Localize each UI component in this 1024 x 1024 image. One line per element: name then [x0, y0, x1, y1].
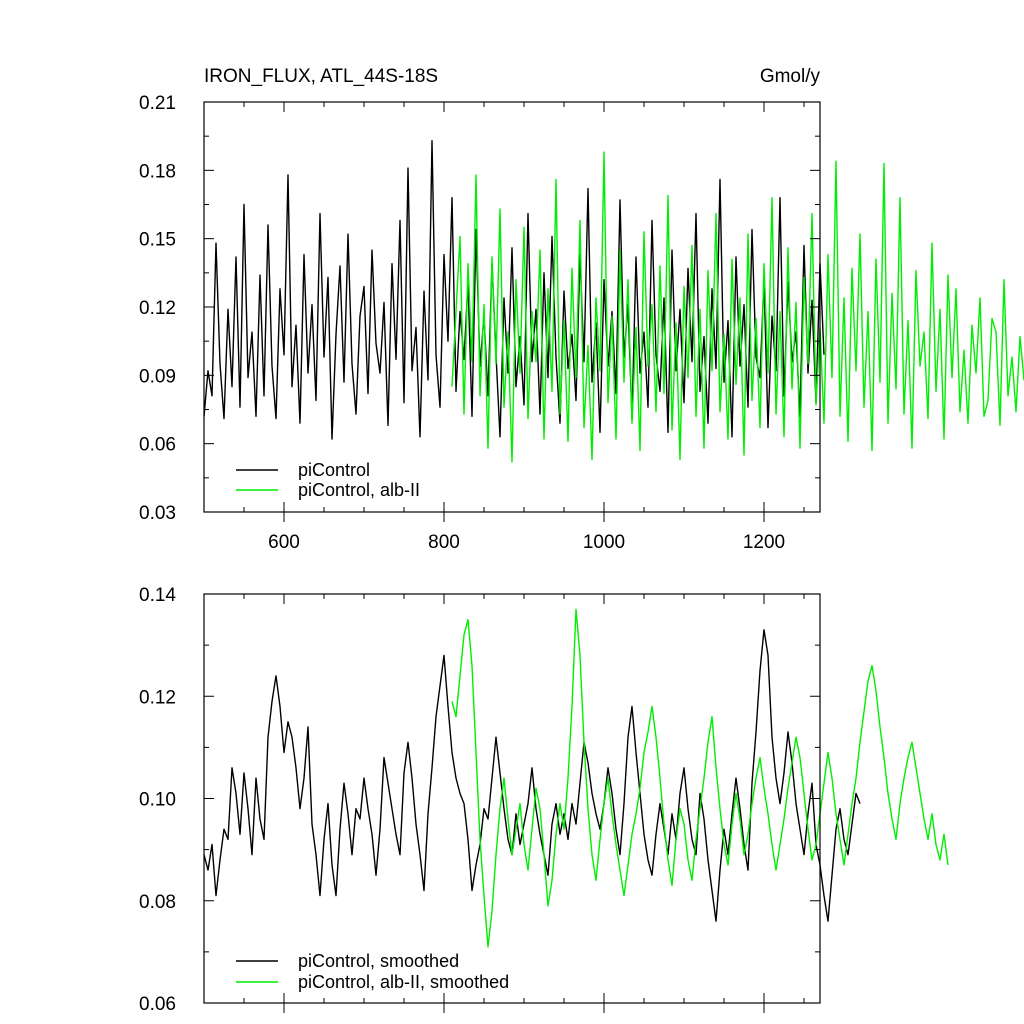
top-x-tick-label: 600 — [268, 532, 300, 553]
top-series-line-1 — [451, 151, 1024, 463]
top-y-tick-label: 0.03 — [139, 503, 176, 524]
legend-label-picontrol-smoothed: piControl, smoothed — [298, 951, 459, 971]
bottom-y-tick-label: 0.14 — [139, 585, 176, 606]
bottom-series-group — [203, 608, 949, 948]
top-y-tick-label: 0.15 — [139, 230, 176, 251]
top-y-tick-label: 0.18 — [139, 161, 176, 182]
legend-label-alb-smoothed: piControl, alb-II, smoothed — [298, 972, 509, 992]
top-y-tick-label: 0.12 — [139, 298, 176, 319]
bottom-axes: 0.06 0.08 0.10 0.12 0.14 — [139, 585, 820, 1015]
bottom-y-tick-label: 0.10 — [139, 790, 176, 811]
top-axes: 600 800 1000 1200 0.03 0.06 0.09 0.12 0.15 0.18 0.… — [139, 93, 820, 553]
bottom-legend: piControl, smoothed piControl, alb-II, s… — [236, 951, 509, 992]
top-x-tick-label: 1000 — [583, 532, 625, 553]
bottom-plot-frame — [203, 593, 821, 1004]
bottom-y-tick-label: 0.12 — [139, 687, 176, 708]
top-x-tick-label: 1200 — [743, 532, 785, 553]
legend-label-picontrol: piControl — [298, 460, 370, 480]
top-plot-frame — [203, 101, 821, 513]
bottom-y-tick-label: 0.08 — [139, 892, 176, 913]
top-y-tick-label: 0.09 — [139, 366, 176, 387]
legend-label-alb: piControl, alb-II — [298, 480, 420, 500]
bottom-series-line-1 — [451, 608, 949, 948]
top-panel: IRON_FLUX, ATL_44S-18S Gmol/y 600 800 1000… — [139, 66, 1024, 553]
units-label: Gmol/y — [760, 66, 821, 87]
top-x-tick-label: 800 — [428, 532, 460, 553]
top-series-group — [203, 139, 1024, 463]
bottom-y-tick-label: 0.06 — [139, 994, 176, 1015]
chart-title: IRON_FLUX, ATL_44S-18S — [204, 66, 438, 87]
top-y-tick-label: 0.21 — [139, 93, 176, 114]
top-y-tick-label: 0.06 — [139, 435, 176, 456]
top-legend: piControl piControl, alb-II — [236, 460, 420, 500]
top-series-line-0 — [203, 139, 825, 440]
bottom-panel: 0.06 0.08 0.10 0.12 0.14 piControl, smoothed… — [139, 585, 949, 1015]
